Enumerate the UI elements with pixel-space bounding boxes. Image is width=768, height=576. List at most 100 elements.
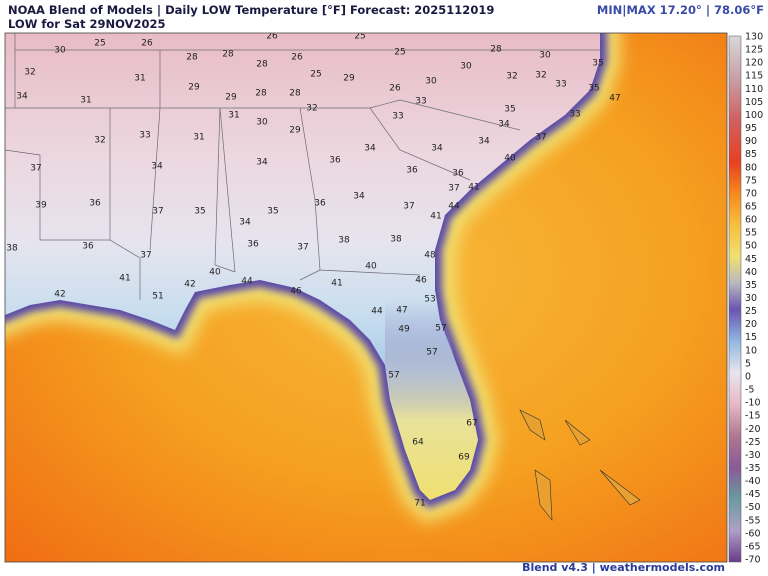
colorbar-label: -20 [745,424,761,435]
colorbar-label: 15 [745,332,757,343]
station-value: 32 [24,68,35,78]
station-value: 26 [389,84,401,94]
station-labels: 30 25 26 26 25 32 31 28 28 28 26 25 29 25 26 30 30 28 30 32… [6,32,620,509]
station-value: 41 [430,212,441,222]
station-value: 26 [291,53,303,63]
station-value: 47 [609,94,620,104]
station-value: 69 [458,453,470,463]
colorbar-label: -25 [745,437,761,448]
station-value: 36 [452,169,464,179]
station-value: 30 [54,46,66,56]
station-value: 25 [310,70,321,80]
colorbar-label: 50 [745,241,757,252]
station-value: 35 [504,105,515,115]
station-value: 32 [306,104,317,114]
colorbar-labels: 1301251201151101051009590858075706560555… [745,32,763,566]
station-value: 28 [255,89,267,99]
station-value: 71 [414,499,425,509]
map: 30 25 26 26 25 32 31 28 28 28 26 25 29 25 26 30 30 28 30 32… [5,32,727,562]
station-value: 35 [194,207,205,217]
station-value: 46 [415,276,427,286]
station-value: 36 [82,242,94,252]
station-value: 33 [139,131,150,141]
station-value: 38 [390,235,402,245]
station-value: 33 [555,80,566,90]
colorbar-label: -40 [745,476,761,487]
colorbar-label: -35 [745,463,761,474]
station-value: 30 [539,51,551,61]
colorbar-label: 25 [745,306,757,317]
subtitle: LOW for Sat 29NOV2025 [8,17,166,31]
station-value: 57 [426,348,437,358]
station-value: 29 [225,93,237,103]
station-value: 31 [193,133,204,143]
min-max: MIN|MAX 17.20° | 78.06°F [597,3,764,17]
station-value: 37 [297,243,308,253]
station-value: 30 [460,62,472,72]
station-value: 36 [329,156,341,166]
state-borders [5,33,600,300]
colorbar-label: 35 [745,280,757,291]
colorbar-label: 125 [745,45,763,56]
colorbar-label: 115 [745,71,763,82]
station-value: 33 [392,112,403,122]
colorbar-label: -50 [745,502,761,513]
station-value: 37 [152,207,163,217]
colorbar-label: 65 [745,201,757,212]
station-value: 26 [141,39,153,49]
station-value: 25 [394,48,405,58]
station-value: 53 [424,295,435,305]
station-value: 28 [490,45,502,55]
station-value: 25 [94,39,105,49]
station-value: 40 [209,268,221,278]
station-value: 57 [435,324,446,334]
station-value: 33 [569,110,580,120]
station-value: 36 [247,240,259,250]
station-value: 26 [266,32,278,42]
colorbar-label: 105 [745,97,763,108]
florida-peninsula [385,300,478,500]
station-value: 29 [289,126,301,136]
colorbar-label: 130 [745,32,763,43]
station-value: 40 [504,154,516,164]
station-value: 42 [184,280,195,290]
colorbar-label: 110 [745,84,763,95]
station-value: 34 [239,218,251,228]
station-value: 32 [506,72,517,82]
footer: Blend v4.3 | weathermodels.com [522,561,725,574]
colorbar [728,35,742,563]
station-value: 32 [94,136,105,146]
station-value: 64 [412,438,424,448]
title: NOAA Blend of Models | Daily LOW Tempera… [8,3,494,17]
station-value: 28 [186,53,198,63]
station-value: 41 [331,279,342,289]
station-value: 35 [267,207,278,217]
colorbar-label: -10 [745,398,761,409]
station-value: 31 [228,111,239,121]
colorbar-label: 0 [745,371,751,382]
station-value: 41 [119,274,130,284]
colorbar-label: -70 [745,555,761,566]
colorbar-label: -15 [745,411,761,422]
station-value: 38 [338,236,350,246]
colorbar-label: 90 [745,136,757,147]
station-value: 37 [140,251,151,261]
colorbar-label: 20 [745,319,757,330]
colorbar-label: 100 [745,110,763,121]
colorbar-label: -30 [745,450,761,461]
station-value: 47 [396,306,407,316]
station-value: 32 [535,71,546,81]
station-value: 31 [80,96,91,106]
islands [519,409,641,521]
station-value: 30 [425,77,437,87]
colorbar-label: 85 [745,149,757,160]
station-value: 39 [35,201,47,211]
station-value: 35 [592,59,603,69]
colorbar-label: 80 [745,162,757,173]
colorbar-label: 75 [745,175,757,186]
colorbar-label: 60 [745,215,757,226]
colorbar-label: -45 [745,489,761,500]
station-value: 29 [188,83,200,93]
station-value: 44 [241,277,253,287]
